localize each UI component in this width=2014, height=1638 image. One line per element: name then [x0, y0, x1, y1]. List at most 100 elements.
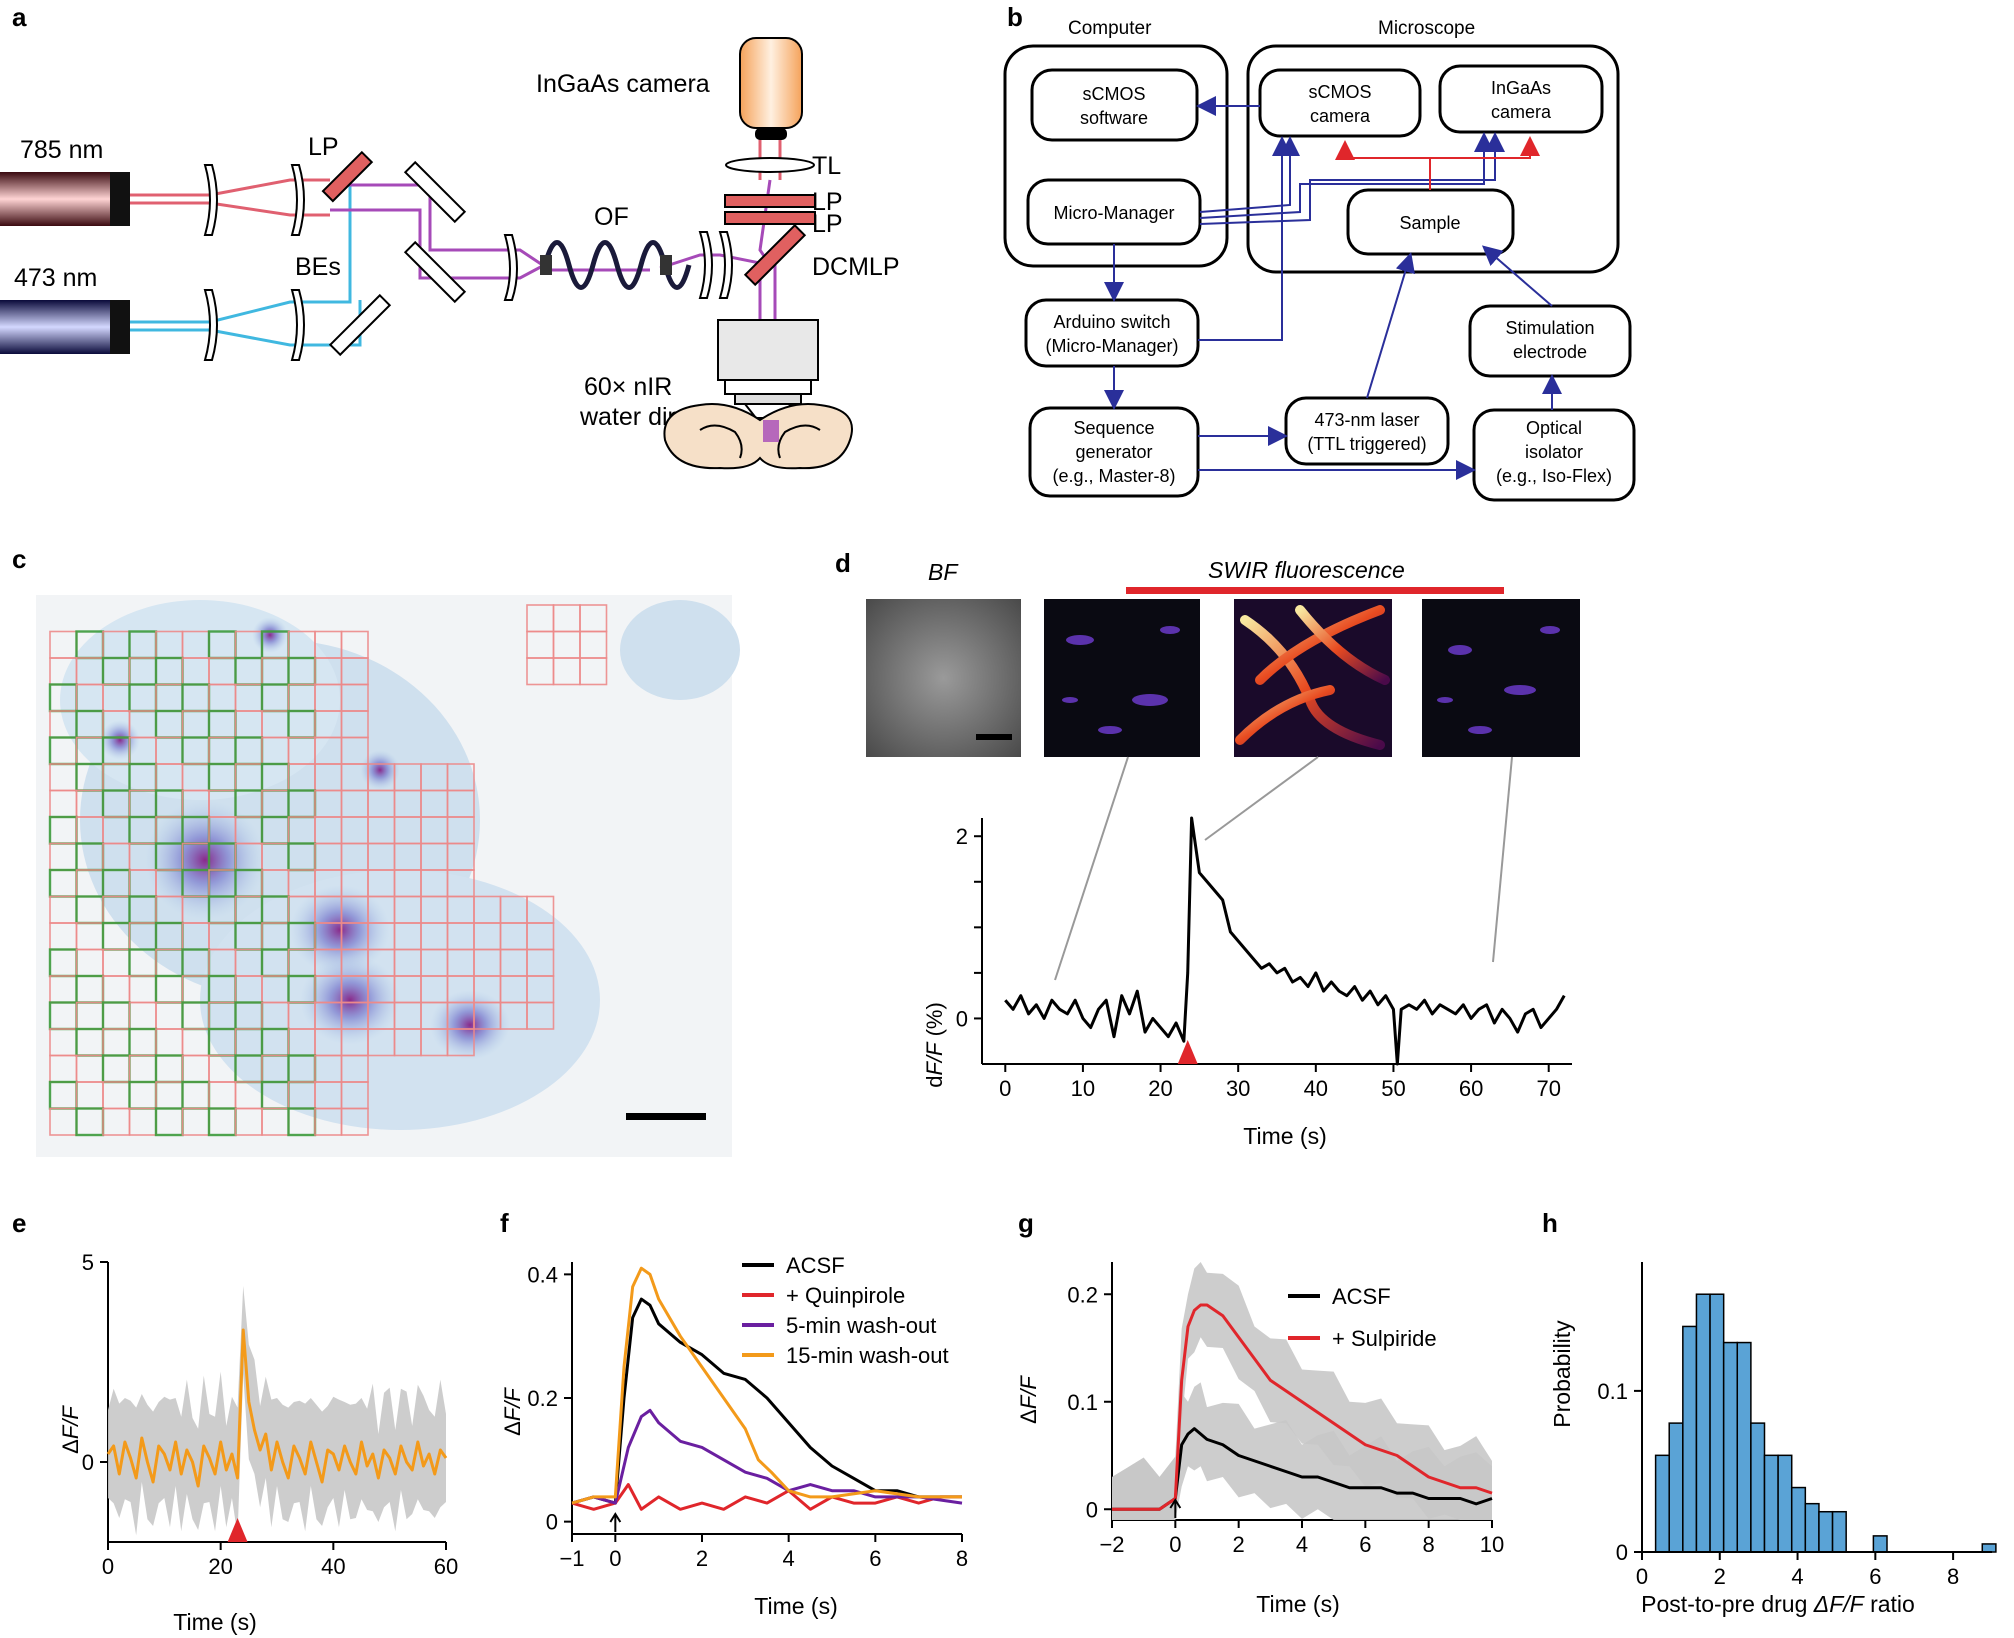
- histogram-bar: [1763, 1454, 1779, 1553]
- histogram-bar: [1736, 1341, 1752, 1553]
- brain-slice: [663, 403, 853, 470]
- lenses: [203, 157, 815, 361]
- lp-label: LP: [308, 133, 339, 161]
- h-ylabel: Probability: [1549, 1320, 1575, 1428]
- lp3-label: LP: [812, 210, 843, 238]
- e-ylabel: ΔF/F: [58, 1405, 83, 1454]
- x-tick-label: 70: [1536, 1076, 1560, 1101]
- legend-label: 15-min wash-out: [786, 1343, 949, 1368]
- arduino-switch-box: [1024, 298, 1200, 368]
- y-tick-label: 0: [956, 1006, 968, 1031]
- d-xlabel: Time (s): [1243, 1123, 1326, 1149]
- arduino-text-2: (Micro-Manager): [1045, 336, 1178, 356]
- chart-h: 0 2 4 6 8 0 0.1: [1597, 1262, 1997, 1589]
- stimulus-marker: [1177, 1040, 1198, 1064]
- of-label: OF: [594, 203, 629, 231]
- x-tick-label: 8: [956, 1546, 968, 1571]
- stimulus-marker: [227, 1518, 248, 1542]
- x-tick-label: 4: [1791, 1564, 1803, 1589]
- objective-label-1: 60× nIR: [584, 373, 672, 401]
- series-line: [1112, 1427, 1493, 1511]
- x-tick-label: 50: [1381, 1076, 1405, 1101]
- series-line: [1112, 1303, 1493, 1511]
- x-tick-label: 6: [1359, 1532, 1371, 1557]
- panel-b: b Computer Microscope sCMOS software Mic…: [1003, 2, 1636, 502]
- histogram-bar: [1981, 1543, 1997, 1553]
- panel-a: a 785 nm 473 nm: [0, 2, 900, 470]
- x-tick-label: 0: [999, 1076, 1011, 1101]
- computer-group: [1003, 44, 1229, 268]
- histogram-bar: [1872, 1535, 1888, 1553]
- histogram-bar: [1818, 1510, 1834, 1553]
- scmos-software-box: [1030, 68, 1199, 142]
- legend-label: 5-min wash-out: [786, 1313, 936, 1338]
- tl-label: TL: [812, 152, 841, 180]
- stimulus-arrow-head: [609, 1512, 622, 1523]
- swir-image-pre: [1044, 599, 1200, 757]
- microscope-group: [1246, 44, 1620, 274]
- camera-lens-mount: [755, 128, 787, 140]
- error-band: [108, 1286, 446, 1536]
- ingaas-camera-box: [1438, 64, 1604, 134]
- scale-bar-c: [626, 1113, 706, 1120]
- x-tick-label: 4: [1296, 1532, 1308, 1557]
- histogram-bar: [1790, 1486, 1807, 1553]
- e-xlabel: Time (s): [173, 1609, 256, 1635]
- scmos-camera-text-2: camera: [1310, 106, 1371, 126]
- sequence-text-2: generator: [1075, 442, 1152, 462]
- panel-f-letter: f: [500, 1208, 509, 1238]
- x-tick-label: 6: [869, 1546, 881, 1571]
- chart-d: 0 10 20 30 40 50 60 70 0 2: [956, 816, 1572, 1101]
- legend-label: + Sulpiride: [1332, 1326, 1437, 1351]
- scmos-software-text-2: software: [1080, 108, 1148, 128]
- y-tick-label: 0: [82, 1450, 94, 1475]
- x-tick-label: 2: [696, 1546, 708, 1571]
- arduino-text-1: Arduino switch: [1053, 312, 1170, 332]
- laser-text-2: (TTL triggered): [1307, 434, 1426, 454]
- x-tick-label: 2: [1714, 1564, 1726, 1589]
- x-tick-label: 60: [1459, 1076, 1483, 1101]
- diagram-arrows: [1104, 96, 1562, 480]
- swir-bar: [1126, 587, 1504, 594]
- bf-image: [866, 599, 1021, 757]
- series-line: [571, 1297, 962, 1505]
- panel-e: e ΔF/F Time (s) 0 20 40 60 0 5: [12, 1208, 458, 1635]
- bes-label: BEs: [295, 253, 341, 281]
- roi-square: [526, 1001, 555, 1030]
- stim-text-1: Stimulation: [1505, 318, 1594, 338]
- laser-785: [0, 172, 110, 226]
- histogram-bar: [1831, 1510, 1847, 1553]
- panel-d-letter: d: [835, 548, 851, 578]
- x-tick-label: 4: [783, 1546, 795, 1571]
- legend-label: + Quinpirole: [786, 1283, 905, 1308]
- x-tick-label: 0: [609, 1546, 621, 1571]
- microscope-group-label: Microscope: [1378, 18, 1475, 39]
- x-tick-label: 10: [1071, 1076, 1095, 1101]
- camera-label: InGaAs camera: [536, 70, 710, 98]
- y-tick-label: 0.1: [1067, 1390, 1098, 1415]
- x-tick-label: 6: [1869, 1564, 1881, 1589]
- laser-473-label: 473 nm: [14, 264, 97, 292]
- swir-label: SWIR fluorescence: [1208, 557, 1405, 583]
- x-tick-label: 60: [434, 1554, 458, 1579]
- y-tick-label: 2: [956, 824, 968, 849]
- laser-473: [0, 300, 110, 354]
- d-ylabel: dF/F (%): [922, 1002, 947, 1088]
- panel-c-letter: c: [12, 544, 26, 574]
- x-tick-label: 20: [208, 1554, 232, 1579]
- panel-c: c: [12, 544, 740, 1157]
- f-xlabel: Time (s): [754, 1593, 837, 1619]
- panel-h-letter: h: [1542, 1208, 1558, 1238]
- panel-h: h Probability Post-to-pre drug ΔF/F rati…: [1542, 1208, 1997, 1617]
- panel-e-letter: e: [12, 1208, 26, 1238]
- histogram-bar: [1709, 1293, 1725, 1553]
- y-tick-label: 0.4: [527, 1262, 558, 1287]
- isolator-text-2: isolator: [1525, 442, 1583, 462]
- x-tick-label: 20: [1148, 1076, 1172, 1101]
- panel-d: d BF SWIR fluorescence: [835, 548, 1580, 1149]
- stimulation-electrode-box: [1468, 304, 1632, 378]
- imaging-spot: [763, 420, 779, 442]
- isolator-text-1: Optical: [1526, 418, 1582, 438]
- panel-b-letter: b: [1007, 2, 1023, 32]
